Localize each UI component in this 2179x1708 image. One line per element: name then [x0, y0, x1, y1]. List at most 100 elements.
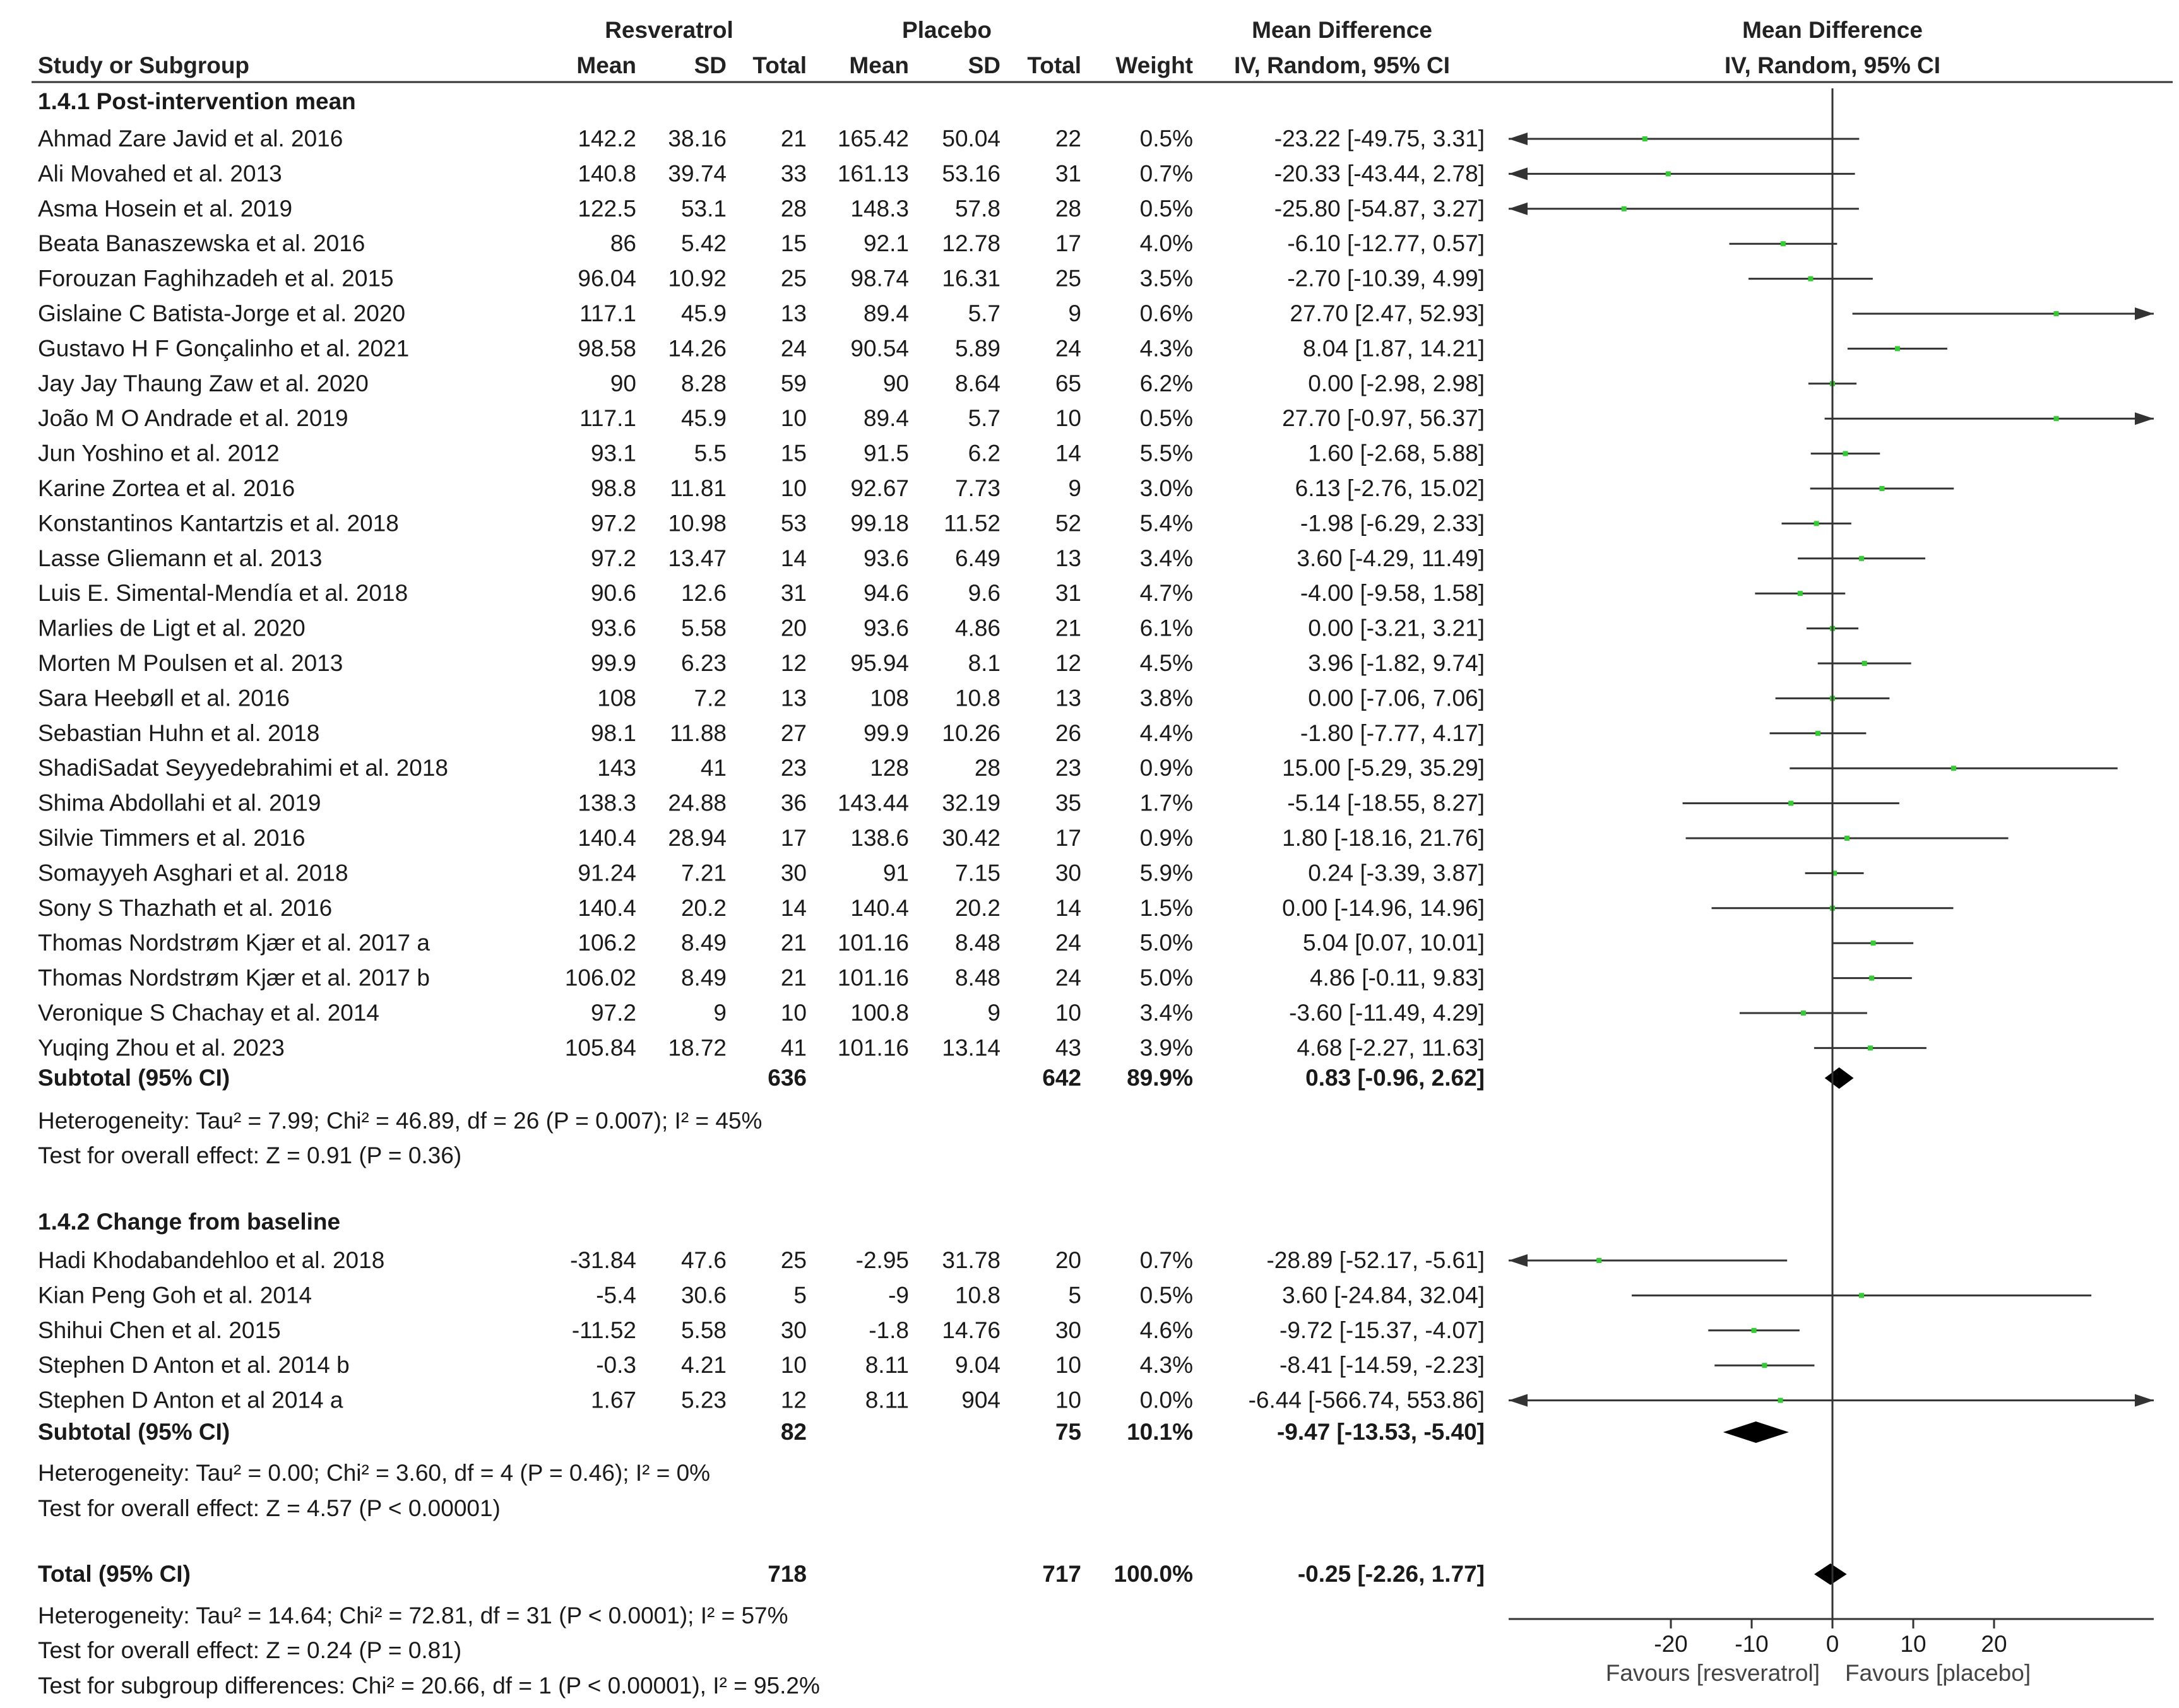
placebo-mean: 165.42 — [838, 126, 909, 151]
placebo-mean: 99.18 — [850, 510, 909, 536]
resveratrol-mean: 97.2 — [591, 1000, 636, 1026]
point-estimate — [1859, 555, 1865, 561]
resveratrol-sd: 7.2 — [694, 685, 727, 711]
resveratrol-mean: 96.04 — [578, 266, 636, 292]
subtotal-2-diamond — [1723, 1421, 1789, 1443]
placebo-sd: 9.04 — [955, 1352, 1000, 1378]
placebo-total: 17 — [1055, 230, 1081, 256]
placebo-sd: 9 — [987, 1000, 1000, 1026]
point-estimate — [1780, 241, 1786, 247]
resveratrol-total: 31 — [781, 580, 807, 606]
x-tick-label: 10 — [1900, 1631, 1926, 1657]
resveratrol-sd: 5.58 — [681, 1317, 727, 1343]
point-estimate — [1808, 276, 1814, 282]
resveratrol-mean: 105.84 — [565, 1035, 636, 1060]
placebo-total: 13 — [1055, 685, 1081, 711]
point-estimate — [1788, 800, 1794, 806]
header-plot-ci: IV, Random, 95% CI — [1725, 52, 1940, 78]
study-weight: 4.5% — [1140, 650, 1193, 676]
resveratrol-mean: 97.2 — [591, 545, 636, 571]
study-name: Ahmad Zare Javid et al. 2016 — [38, 126, 343, 151]
study-weight: 5.9% — [1140, 860, 1193, 886]
x-tick-label: 0 — [1826, 1631, 1839, 1657]
study-weight: 0.0% — [1140, 1387, 1193, 1413]
point-estimate — [1778, 1397, 1783, 1403]
resveratrol-mean: 93.6 — [591, 615, 636, 641]
resveratrol-sd: 28.94 — [668, 825, 727, 851]
resveratrol-total: 17 — [781, 825, 807, 851]
subgroup-heterogeneity: Heterogeneity: Tau² = 0.00; Chi² = 3.60,… — [38, 1460, 710, 1486]
placebo-sd: 7.15 — [955, 860, 1000, 886]
resveratrol-total: 27 — [781, 720, 807, 746]
placebo-total: 9 — [1068, 300, 1081, 326]
placebo-total: 31 — [1055, 580, 1081, 606]
resveratrol-sd: 45.9 — [681, 300, 727, 326]
study-ci: -28.89 [-52.17, -5.61] — [1266, 1247, 1485, 1273]
study-name: Asma Hosein et al. 2019 — [38, 196, 292, 222]
point-estimate — [1815, 730, 1820, 736]
resveratrol-total: 10 — [781, 405, 807, 431]
placebo-sd: 5.7 — [968, 300, 1000, 326]
resveratrol-mean: 98.8 — [591, 475, 636, 501]
placebo-total: 43 — [1055, 1035, 1081, 1060]
study-weight: 0.5% — [1140, 196, 1193, 222]
resveratrol-mean: 97.2 — [591, 510, 636, 536]
placebo-sd: 50.04 — [942, 126, 1000, 151]
resveratrol-sd: 10.92 — [668, 266, 727, 292]
placebo-sd: 57.8 — [955, 196, 1000, 222]
resveratrol-total: 12 — [781, 1387, 807, 1413]
resveratrol-mean: 98.1 — [591, 720, 636, 746]
study-weight: 3.9% — [1140, 1035, 1193, 1060]
resveratrol-sd: 20.2 — [681, 895, 727, 921]
placebo-mean: 161.13 — [838, 160, 909, 186]
point-estimate — [1621, 206, 1627, 211]
placebo-mean: 140.4 — [850, 895, 909, 921]
header-total-1: Total — [752, 52, 807, 78]
placebo-total: 26 — [1055, 720, 1081, 746]
resveratrol-total: 5 — [793, 1282, 807, 1308]
study-name: Veronique S Chachay et al. 2014 — [38, 1000, 379, 1026]
resveratrol-sd: 45.9 — [681, 405, 727, 431]
study-weight: 3.5% — [1140, 266, 1193, 292]
study-weight: 0.7% — [1140, 160, 1193, 186]
resveratrol-total: 59 — [781, 371, 807, 396]
study-weight: 4.0% — [1140, 230, 1193, 256]
resveratrol-sd: 11.88 — [670, 720, 727, 746]
placebo-total: 14 — [1055, 441, 1081, 466]
study-name: Kian Peng Goh et al. 2014 — [38, 1282, 312, 1308]
ci-arrow-left — [1509, 202, 1528, 215]
resveratrol-mean: 99.9 — [591, 650, 636, 676]
point-estimate — [1861, 661, 1867, 666]
placebo-sd: 16.31 — [942, 266, 1000, 292]
resveratrol-sd: 5.5 — [694, 441, 727, 466]
study-ci: 6.13 [-2.76, 15.02] — [1295, 475, 1485, 501]
study-ci: 3.60 [-4.29, 11.49] — [1297, 545, 1485, 571]
resveratrol-total: 33 — [781, 160, 807, 186]
point-estimate — [1844, 836, 1850, 841]
point-estimate — [1642, 136, 1648, 141]
placebo-mean: -2.95 — [856, 1247, 909, 1273]
point-estimate — [1751, 1327, 1757, 1333]
resveratrol-sd: 6.23 — [681, 650, 727, 676]
study-weight: 3.4% — [1140, 1000, 1193, 1026]
study-ci: -20.33 [-43.44, 2.78] — [1274, 160, 1485, 186]
placebo-total: 21 — [1055, 615, 1081, 641]
placebo-sd: 53.16 — [942, 160, 1000, 186]
placebo-mean: 91.5 — [864, 441, 909, 466]
resveratrol-mean: 106.02 — [565, 965, 636, 991]
x-tick-label: 20 — [1981, 1631, 2007, 1657]
placebo-mean: 8.11 — [865, 1387, 909, 1413]
placebo-sd: 10.8 — [955, 1282, 1000, 1308]
placebo-mean: 98.74 — [850, 266, 909, 292]
study-ci: 4.68 [-2.27, 11.63] — [1297, 1035, 1485, 1060]
study-ci: -3.60 [-11.49, 4.29] — [1289, 1000, 1485, 1026]
study-weight: 4.3% — [1140, 1352, 1193, 1378]
placebo-total: 24 — [1055, 335, 1081, 361]
placebo-total: 17 — [1055, 825, 1081, 851]
point-estimate — [1879, 486, 1885, 491]
study-name: Lasse Gliemann et al. 2013 — [38, 545, 322, 571]
resveratrol-sd: 8.28 — [681, 371, 727, 396]
study-weight: 0.9% — [1140, 825, 1193, 851]
ci-arrow-left — [1509, 133, 1528, 145]
placebo-sd: 5.7 — [968, 405, 1000, 431]
